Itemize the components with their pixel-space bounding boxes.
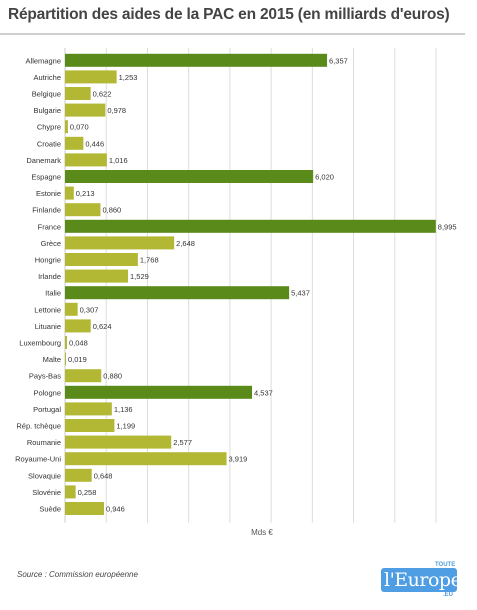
value-label: 6,020 [315,173,334,182]
x-axis-label: Mds € [251,528,273,537]
bar [65,352,66,366]
value-label: 0,048 [69,339,88,348]
category-label: Grèce [41,239,61,248]
logo-top-text: TOUTE [435,562,456,568]
value-label: 2,648 [176,239,195,248]
category-label: Hongrie [35,256,61,265]
category-label: Suède [39,505,61,514]
category-label: Espagne [31,173,61,182]
logo-suffix-text: .EU [443,592,454,598]
value-label: 1,253 [119,73,138,82]
value-label: 0,622 [93,90,112,99]
category-label: Rép. tchèque [16,422,61,431]
chart-title: Répartition des aides de la PAC en 2015 … [8,6,450,23]
bar [65,435,172,449]
bar [65,369,102,383]
category-label: Allemagne [26,56,61,65]
value-label: 1,016 [109,156,128,165]
bar [65,253,138,266]
category-label: Danemark [26,156,61,165]
value-label: 0,258 [78,488,97,497]
value-label: 0,070 [70,123,89,132]
category-label: Portugal [33,405,61,414]
value-label: 0,624 [93,322,112,331]
bar [65,269,129,283]
bar [65,452,227,466]
value-label: 0,880 [103,372,122,381]
value-label: 0,648 [94,471,113,480]
value-label: 4,537 [254,388,273,397]
value-label: 1,768 [140,256,159,265]
category-label: Irlande [38,272,61,281]
labels: Allemagne 6,357 Autriche 1,253 Belgique 0,622… [15,56,456,513]
toute-l-europe-logo: l'Europe TOUTE .EU [381,562,469,602]
logo-main-text: l'Europe [384,569,462,591]
category-label: Pays-Bas [29,372,61,381]
category-label: Chypre [37,123,61,132]
bar [65,153,107,167]
bar [65,485,76,499]
logo-box [381,568,457,592]
category-label: Lettonie [34,305,61,314]
category-label: Croatie [37,139,61,148]
bar [65,53,328,67]
category-label: Finlande [32,206,61,215]
bar [65,336,67,349]
value-label: 1,529 [130,272,149,281]
bar [65,136,84,150]
value-label: 0,446 [85,139,104,148]
value-label: 5,437 [291,289,310,298]
bar [65,103,106,117]
value-label: 0,860 [102,206,121,215]
title-divider [0,33,465,35]
bar [65,319,91,333]
value-label: 1,136 [114,405,133,414]
value-label: 0,307 [80,305,99,314]
bar [65,419,115,432]
value-label: 0,213 [76,189,95,198]
category-label: Malte [43,355,61,364]
category-label: Slovénie [32,488,61,497]
category-label: Slovaquie [28,471,61,480]
bar [65,468,92,482]
value-label: 2,577 [173,438,192,447]
value-label: 0,978 [107,106,126,115]
category-label: Pologne [33,388,61,397]
bar [65,203,101,217]
value-label: 8,995 [438,222,457,231]
bar [65,170,314,183]
value-label: 6,357 [329,56,348,65]
bar [65,302,78,316]
bar [65,219,436,233]
bar [65,70,117,84]
category-label: Belgique [32,90,61,99]
bar [65,402,112,416]
bar [65,120,68,134]
bar [65,186,74,200]
bar [65,236,175,250]
category-label: Lituanie [35,322,61,331]
bar [65,286,290,300]
category-label: Roumanie [27,438,61,447]
category-label: Italie [45,289,61,298]
bars [65,53,436,515]
bar [65,502,104,515]
bar [65,385,253,399]
source-note: Source : Commission européenne [17,570,138,579]
value-label: 0,019 [68,355,87,364]
value-label: 1,199 [116,422,135,431]
category-label: France [38,222,61,231]
bar [65,87,91,100]
category-label: Estonie [36,189,61,198]
category-label: Bulgarie [33,106,61,115]
category-label: Luxembourg [19,339,61,348]
value-label: 0,946 [106,505,125,514]
value-label: 3,919 [229,455,248,464]
category-label: Royaume-Uni [15,455,61,464]
grid-lines [64,48,437,523]
category-label: Autriche [33,73,61,82]
bar-chart: Allemagne 6,357 Autriche 1,253 Belgique 0,622… [15,48,457,537]
